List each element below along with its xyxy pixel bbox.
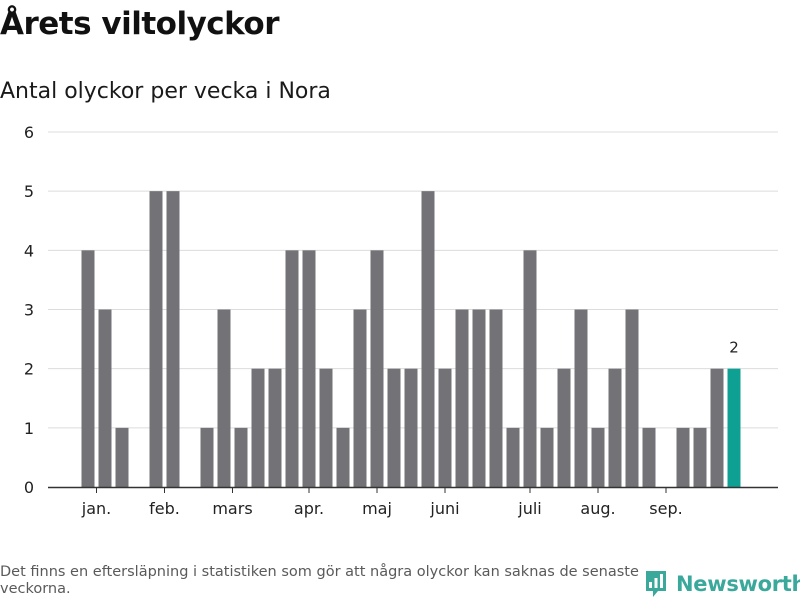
- chart-subtitle: Antal olyckor per vecka i Nora: [0, 79, 331, 104]
- bar: [98, 309, 112, 487]
- x-tick-label: mars: [212, 499, 252, 518]
- bar: [302, 250, 316, 487]
- bar: [574, 309, 588, 487]
- bar: [336, 427, 350, 487]
- y-tick-label: 5: [24, 182, 34, 201]
- bar: [319, 368, 333, 487]
- x-tick-label: sep.: [649, 499, 682, 518]
- bar: [149, 191, 163, 487]
- bar: [421, 191, 435, 487]
- chart-title: Årets viltolyckor: [0, 6, 280, 42]
- y-tick-label: 2: [24, 360, 34, 379]
- highlight-data-label: 2: [729, 339, 739, 357]
- y-axis-ticks: 0 1 2 3 4 5 6: [24, 123, 34, 497]
- bar: [285, 250, 299, 487]
- x-axis-ticks: jan. feb. mars apr. maj juni juli aug. sep.: [81, 488, 683, 518]
- y-tick-label: 1: [24, 419, 34, 438]
- x-tick-label: aug.: [580, 499, 615, 518]
- bar: [81, 250, 95, 487]
- brand-logo[interactable]: Newsworthy: [644, 568, 800, 600]
- y-tick-label: 0: [24, 478, 34, 497]
- bar: [387, 368, 401, 487]
- y-tick-label: 4: [24, 241, 34, 260]
- bar-highlight: [727, 368, 741, 487]
- bar: [166, 191, 180, 487]
- bar: [251, 368, 265, 487]
- bar: [115, 427, 129, 487]
- x-tick-label: feb.: [149, 499, 180, 518]
- x-tick-label: juli: [517, 499, 541, 518]
- bar: [370, 250, 384, 487]
- bars: [81, 191, 741, 487]
- footnote: Det finns en eftersläpning i statistiken…: [0, 564, 639, 597]
- bar: [455, 309, 469, 487]
- bar: [540, 427, 554, 487]
- bar: [200, 427, 214, 487]
- bar: [608, 368, 622, 487]
- bar: [557, 368, 571, 487]
- bar: [234, 427, 248, 487]
- bar: [438, 368, 452, 487]
- bar: [523, 250, 537, 487]
- x-tick-label: jan.: [81, 499, 111, 518]
- bar: [591, 427, 605, 487]
- bar: [353, 309, 367, 487]
- x-tick-label: juni: [429, 499, 459, 518]
- y-tick-label: 6: [24, 123, 34, 142]
- brand-name: Newsworthy: [676, 572, 800, 596]
- bar: [693, 427, 707, 487]
- y-tick-label: 3: [24, 301, 34, 320]
- bar: [472, 309, 486, 487]
- data-labels: 2: [729, 339, 739, 357]
- bar: [217, 309, 231, 487]
- bar: [268, 368, 282, 487]
- x-tick-label: maj: [362, 499, 392, 518]
- bar: [506, 427, 520, 487]
- bar: [404, 368, 418, 487]
- bar: [642, 427, 656, 487]
- bar: [710, 368, 724, 487]
- newsworthy-logo-icon: [646, 571, 666, 597]
- x-tick-label: apr.: [294, 499, 324, 518]
- bar: [676, 427, 690, 487]
- bar: [625, 309, 639, 487]
- bar: [489, 309, 503, 487]
- bar-chart: 0 1 2 3 4 5 6 2 jan. feb. mars apr. maj juni juli aug…: [24, 123, 778, 518]
